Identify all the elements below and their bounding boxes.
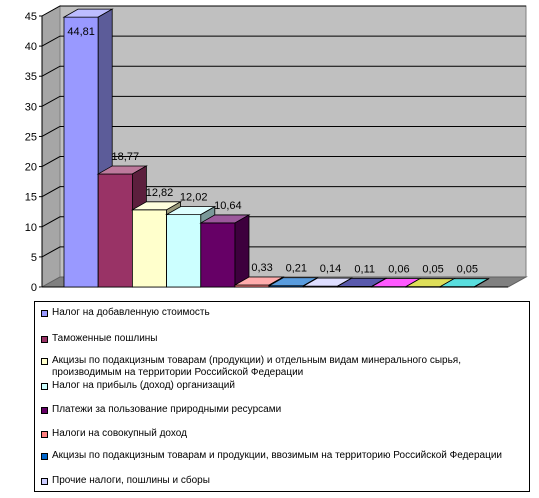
gridline: [41, 186, 526, 198]
bar-chart: 0 5 10 15 20 25 30 35 40 45 44,81 18,77 12,82 12,02 10…: [25, 5, 528, 294]
data-label: 0,11: [354, 263, 375, 275]
data-label: 10,64: [214, 200, 242, 212]
bar-side: [473, 278, 489, 288]
y-tick-label: 10: [25, 222, 37, 234]
data-label: 0,14: [320, 263, 341, 275]
y-tick-label: 20: [25, 162, 37, 174]
legend-item: Налоги на совокупный доход: [41, 428, 523, 440]
y-tick-label: 40: [25, 41, 37, 53]
legend-item: Платежи за пользование природными ресурс…: [41, 404, 523, 416]
legend-swatch: [41, 358, 48, 365]
legend-swatch: [41, 383, 48, 390]
legend-item: Налог на добавленную стоимость: [41, 307, 523, 319]
legend-label: Платежи за пользование природными ресурс…: [52, 404, 282, 415]
y-tick-label: 30: [25, 101, 37, 113]
legend-item: Акцизы по подакцизным товарам (продукции…: [41, 355, 523, 379]
legend-label: Налог на добавленную стоимость: [52, 307, 210, 318]
y-tick-label: 25: [25, 131, 37, 143]
data-label: 0,06: [388, 264, 409, 276]
data-label: 12,02: [180, 192, 208, 204]
legend-swatch: [41, 310, 48, 317]
legend-label: Акцизы по подакцизным товарам и продукци…: [52, 450, 503, 461]
legend-label: Таможенные пошлины: [52, 333, 158, 344]
legend-swatch: [41, 478, 48, 485]
data-label: 0,05: [422, 264, 443, 276]
legend-label: Налог на прибыль (доход) организаций: [52, 380, 235, 391]
legend-item: Таможенные пошлины: [41, 333, 523, 345]
gridline: [41, 5, 526, 17]
bar: [63, 16, 99, 288]
legend-swatch: [41, 453, 48, 460]
gridline: [41, 65, 526, 77]
bar-side: [234, 214, 250, 288]
legend-swatch: [41, 431, 48, 438]
gridline: [41, 35, 526, 47]
legend-item: Налог на прибыль (доход) организаций: [41, 380, 523, 392]
data-label: 0,05: [457, 264, 478, 276]
gridline: [41, 216, 526, 228]
data-label: 0,21: [286, 263, 307, 275]
chart-legend: Налог на добавленную стоимость Таможенные…: [34, 301, 530, 492]
y-tick-label: 35: [25, 71, 37, 83]
legend-item: Акцизы по подакцизным товарам и продукци…: [41, 450, 523, 462]
y-tick-label: 15: [25, 192, 37, 204]
bar: [200, 222, 236, 288]
y-tick-label: 0: [31, 282, 37, 294]
legend-item: Прочие налоги, пошлины и сборы: [41, 475, 523, 487]
gridline: [41, 156, 526, 167]
chart-side-wall: [41, 5, 61, 288]
data-label: 18,77: [112, 151, 140, 163]
legend-label: Налоги на совокупный доход: [52, 428, 187, 439]
bar: [131, 209, 167, 288]
bar: [97, 173, 133, 288]
data-label: 12,82: [146, 187, 174, 199]
legend-label: Прочие налоги, пошлины и сборы: [52, 475, 210, 486]
legend-swatch: [41, 407, 48, 414]
legend-label: Акцизы по подакцизным товарам (продукции…: [52, 355, 461, 378]
bar: [166, 214, 202, 288]
gridline: [41, 95, 526, 107]
data-label: 44,81: [67, 26, 95, 38]
legend-swatch: [41, 336, 48, 343]
gridline: [41, 125, 526, 137]
data-label: 0,33: [251, 262, 272, 274]
y-tick-label: 5: [31, 252, 37, 264]
y-tick-label: 45: [25, 11, 37, 23]
gridline: [41, 246, 526, 258]
